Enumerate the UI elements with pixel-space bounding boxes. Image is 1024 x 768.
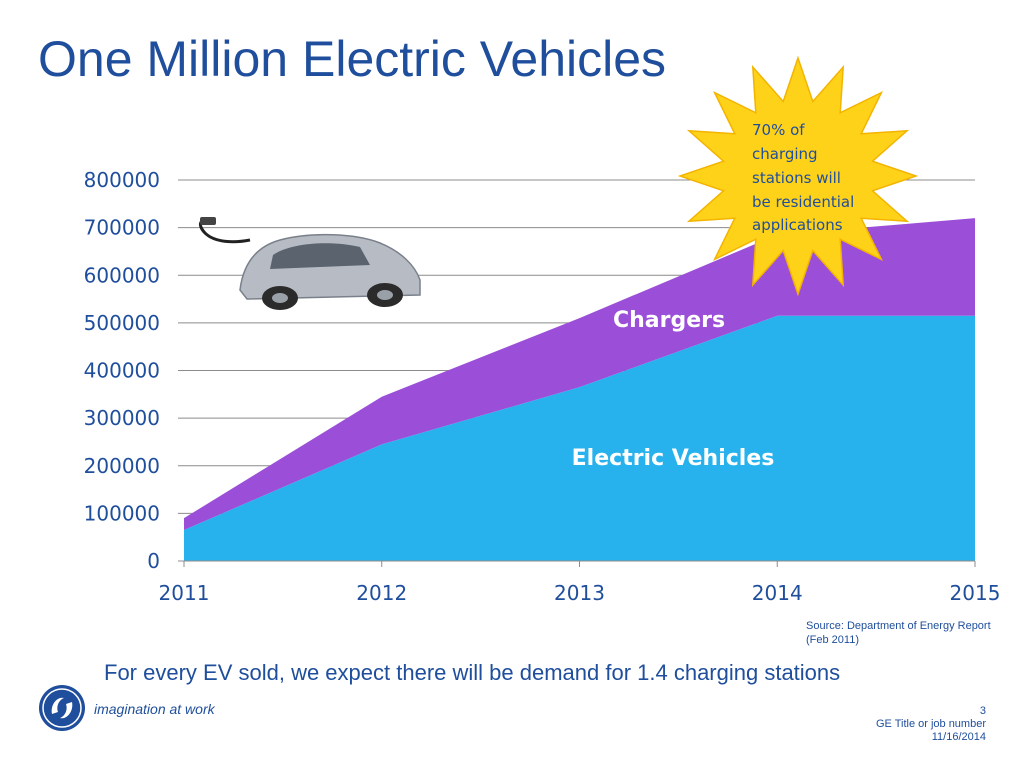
job-title: GE Title or job number [875,718,986,730]
source-note: Source: Department of Energy Report (Feb… [806,620,991,646]
chart-areas [184,218,975,561]
y-tick-label: 0 [147,549,160,573]
y-tick-label: 600000 [84,263,160,287]
callout-line: stations will [752,169,841,187]
footer-text: For every EV sold, we expect there will … [104,660,841,685]
slide-title: One Million Electric Vehicles [38,31,667,87]
area-chart: 2011 2012 2013 2014 2015 0 100000 200000 300000… [84,55,1001,605]
x-axis: 2011 2012 2013 2014 2015 [159,560,1001,605]
slide-date: 11/16/2014 [931,731,986,743]
callout-line: charging [752,145,818,163]
y-tick-label: 100000 [84,501,160,525]
y-tick-label: 800000 [84,168,160,192]
area-chargers [184,218,975,531]
area-electric-vehicles [184,315,975,561]
series-label-electric-vehicles: Electric Vehicles [572,446,775,471]
y-tick-label: 400000 [84,359,160,383]
starburst-callout: 70% of charging stations will be residen… [677,55,919,297]
x-tick-label: 2011 [159,581,210,605]
x-tick-label: 2012 [356,581,407,605]
page-number: 3 [979,705,986,717]
callout-line: 70% of [752,121,805,139]
y-tick-label: 500000 [84,311,160,335]
tagline: imagination at work [94,701,215,717]
page-footer-meta: 3 GE Title or job number 11/16/2014 [876,705,986,744]
callout-line: be residential [752,193,854,211]
y-axis: 0 100000 200000 300000 400000 500000 600000 700… [84,168,160,573]
series-label-chargers: Chargers [613,308,725,333]
y-tick-label: 300000 [84,406,160,430]
x-tick-label: 2014 [752,581,803,605]
y-tick-label: 200000 [84,454,160,478]
callout-line: applications [752,216,843,234]
starburst-icon [677,55,919,297]
x-tick-label: 2013 [554,581,605,605]
x-tick-label: 2015 [950,581,1001,605]
electric-car-icon [198,217,421,310]
y-tick-label: 700000 [84,216,160,240]
ge-logo-icon [39,685,85,731]
